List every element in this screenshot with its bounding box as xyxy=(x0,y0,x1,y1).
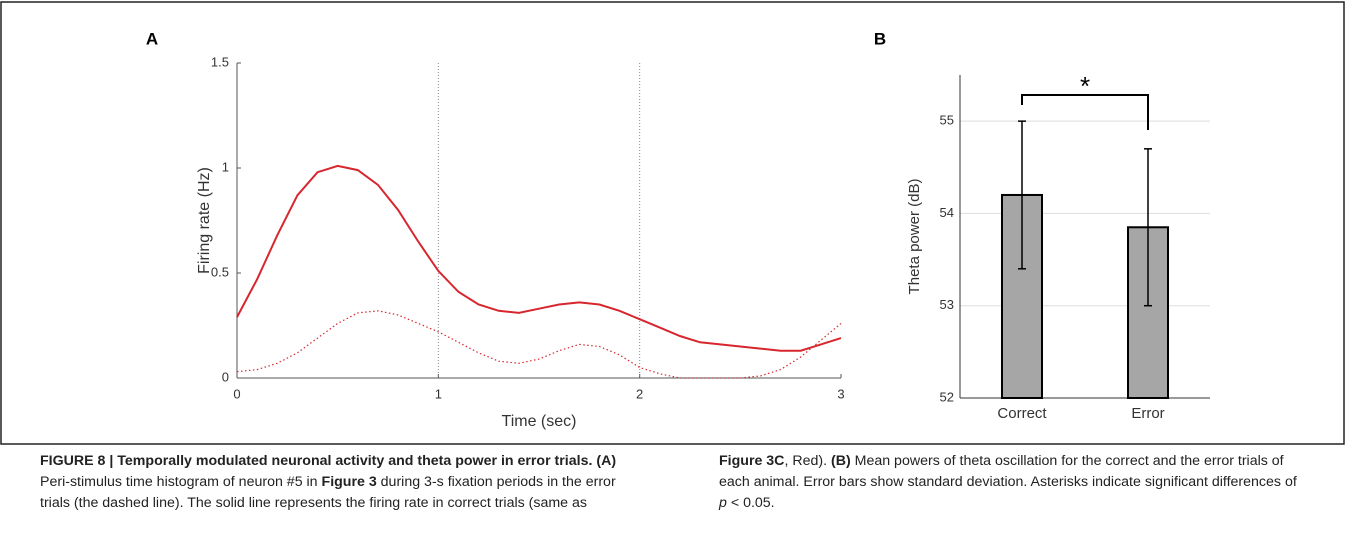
significance-bracket xyxy=(1021,94,1149,130)
caption-text: , Red). xyxy=(784,453,828,469)
panel-label: B xyxy=(874,29,886,48)
caption-text: Peri-stimulus time histogram of neuron #… xyxy=(40,474,318,490)
caption-text: (B) xyxy=(830,453,851,469)
caption: FIGURE 8 | Temporally modulated neuronal… xyxy=(40,451,1308,514)
x-tick-label: 2 xyxy=(636,386,643,401)
y-tick-label: 1.5 xyxy=(211,54,229,69)
caption-text: Mean powers of theta oscillation for the… xyxy=(719,453,1297,490)
error-line xyxy=(236,310,842,379)
y-tick-label: 1 xyxy=(222,159,229,174)
y-tick-label: 0.5 xyxy=(211,264,229,279)
caption-text: FIGURE 8 | Temporally modulated neuronal… xyxy=(40,453,593,469)
x-tick-label: Error xyxy=(1131,405,1164,422)
y-tick-label: 55 xyxy=(940,113,954,128)
annotation: * xyxy=(1080,71,1090,101)
x-tick-label: 3 xyxy=(837,386,844,401)
x-tick-label: 0 xyxy=(233,386,240,401)
y-tick-label: 53 xyxy=(940,297,954,312)
caption-text: Figure 3 xyxy=(321,474,377,490)
y-tick-label: 54 xyxy=(940,205,954,220)
figure: A 0 0.5 1 1.5 0 1 2 3 Time (sec) Firing rate (Hz) B… xyxy=(0,1,1345,445)
correct-line xyxy=(236,164,842,352)
x-tick-label: Correct xyxy=(997,405,1047,422)
caption-text: Figure 3C xyxy=(719,453,785,469)
y-axis-label: Theta power (dB) xyxy=(906,179,923,295)
y-tick-label: 52 xyxy=(940,389,954,404)
caption-text: during 3-s fixation periods in the error… xyxy=(40,474,616,511)
caption-text: (A) xyxy=(596,453,617,469)
caption-text: < 0.05. xyxy=(730,495,775,511)
frame xyxy=(0,1,1345,445)
x-axis-label: Time (sec) xyxy=(502,413,577,430)
caption-text: p xyxy=(719,495,727,511)
x-tick-label: 1 xyxy=(435,386,442,401)
panel-label: A xyxy=(146,29,158,48)
y-axis-label: Firing rate (Hz) xyxy=(196,167,213,274)
y-tick-label: 0 xyxy=(222,369,229,384)
